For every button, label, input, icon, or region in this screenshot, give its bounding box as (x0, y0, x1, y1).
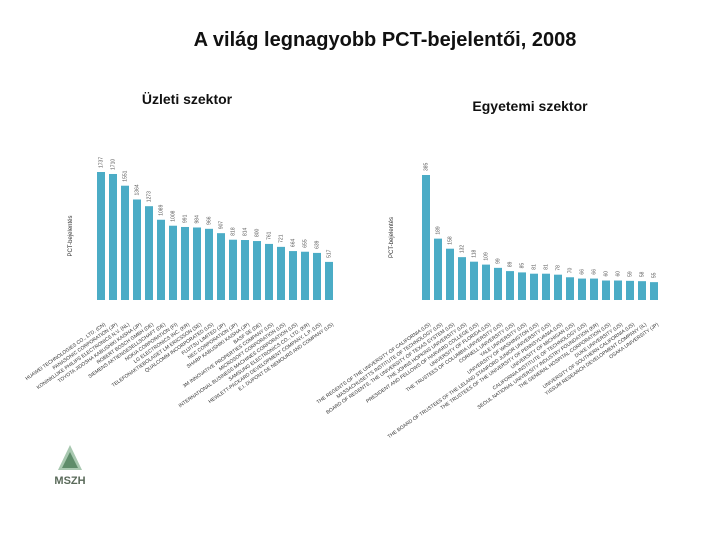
bar (133, 199, 141, 300)
bar (217, 233, 225, 300)
value-label: 984 (194, 215, 200, 224)
value-label: 639 (314, 240, 320, 249)
value-label: 385 (423, 162, 429, 171)
value-label: 814 (242, 227, 248, 236)
value-label: 132 (459, 245, 465, 254)
chart-subtitle: Üzleti szektor (142, 91, 233, 107)
value-label: 761 (266, 231, 272, 240)
bar (530, 273, 538, 300)
value-label: 70 (567, 267, 573, 273)
value-label: 58 (639, 271, 645, 277)
page-title: A világ legnagyobb PCT-bejelentői, 2008 (194, 29, 577, 51)
value-label: 109 (483, 252, 489, 261)
value-label: 818 (230, 227, 236, 236)
bar (650, 282, 658, 300)
bar (97, 172, 105, 300)
value-label: 158 (447, 236, 453, 245)
value-label: 1273 (146, 191, 152, 202)
bar (157, 219, 165, 300)
bar (578, 278, 586, 300)
bar (313, 252, 321, 300)
value-label: 99 (495, 258, 501, 264)
value-label: 517 (326, 249, 332, 258)
value-label: 966 (206, 216, 212, 225)
value-label: 66 (591, 269, 597, 275)
value-label: 118 (471, 249, 477, 257)
bar (482, 264, 490, 300)
value-label: 85 (519, 263, 525, 269)
bar (241, 240, 249, 300)
value-label: 89 (507, 261, 513, 267)
logo-shape (62, 452, 78, 468)
value-label: 60 (603, 271, 609, 277)
value-label: 1008 (170, 210, 176, 221)
bar (289, 251, 297, 300)
bar (169, 225, 177, 300)
value-label: 1089 (158, 204, 164, 215)
chart-subtitle: Egyetemi szektor (472, 98, 588, 114)
y-axis-label: PCT-bejelentés (68, 215, 74, 256)
bar (458, 257, 466, 300)
bar (181, 226, 189, 300)
bar (470, 261, 478, 300)
bar (638, 281, 646, 300)
value-label: 78 (555, 265, 561, 271)
value-label: 991 (182, 214, 188, 223)
bar (422, 175, 430, 300)
value-label: 800 (254, 228, 260, 237)
value-label: 60 (615, 271, 621, 277)
bar (566, 277, 574, 300)
logo: MSZH (54, 445, 86, 487)
bar (205, 228, 213, 300)
y-axis-label: PCT-bejelentés (389, 217, 395, 258)
bar (229, 239, 237, 300)
value-label: 1737 (98, 157, 104, 168)
bar (145, 206, 153, 300)
bar (602, 280, 610, 300)
bar (265, 243, 273, 300)
bar (109, 173, 117, 300)
value-label: 55 (651, 272, 657, 278)
bar (626, 280, 634, 300)
bar (614, 280, 622, 300)
value-label: 81 (531, 264, 537, 270)
value-label: 189 (435, 226, 441, 235)
bar (301, 251, 309, 300)
value-label: 655 (302, 239, 308, 248)
bar (446, 248, 454, 300)
bar (121, 185, 129, 300)
value-label: 1551 (122, 170, 128, 181)
bar (494, 267, 502, 300)
bar (554, 274, 562, 300)
logo-text: MSZH (54, 475, 85, 487)
value-label: 66 (579, 269, 585, 275)
value-label: 664 (290, 239, 296, 248)
bar (325, 261, 333, 300)
bar (542, 273, 550, 300)
value-label: 1364 (134, 184, 140, 195)
value-label: 907 (218, 221, 224, 230)
bar (506, 271, 514, 300)
value-label: 81 (543, 264, 549, 270)
value-label: 1710 (110, 159, 116, 170)
bar (277, 246, 285, 300)
bar (434, 238, 442, 300)
value-label: 721 (278, 234, 284, 243)
bar (193, 227, 201, 300)
bar (253, 241, 261, 300)
bar (590, 278, 598, 300)
bar (518, 272, 526, 300)
value-label: 59 (627, 271, 633, 277)
